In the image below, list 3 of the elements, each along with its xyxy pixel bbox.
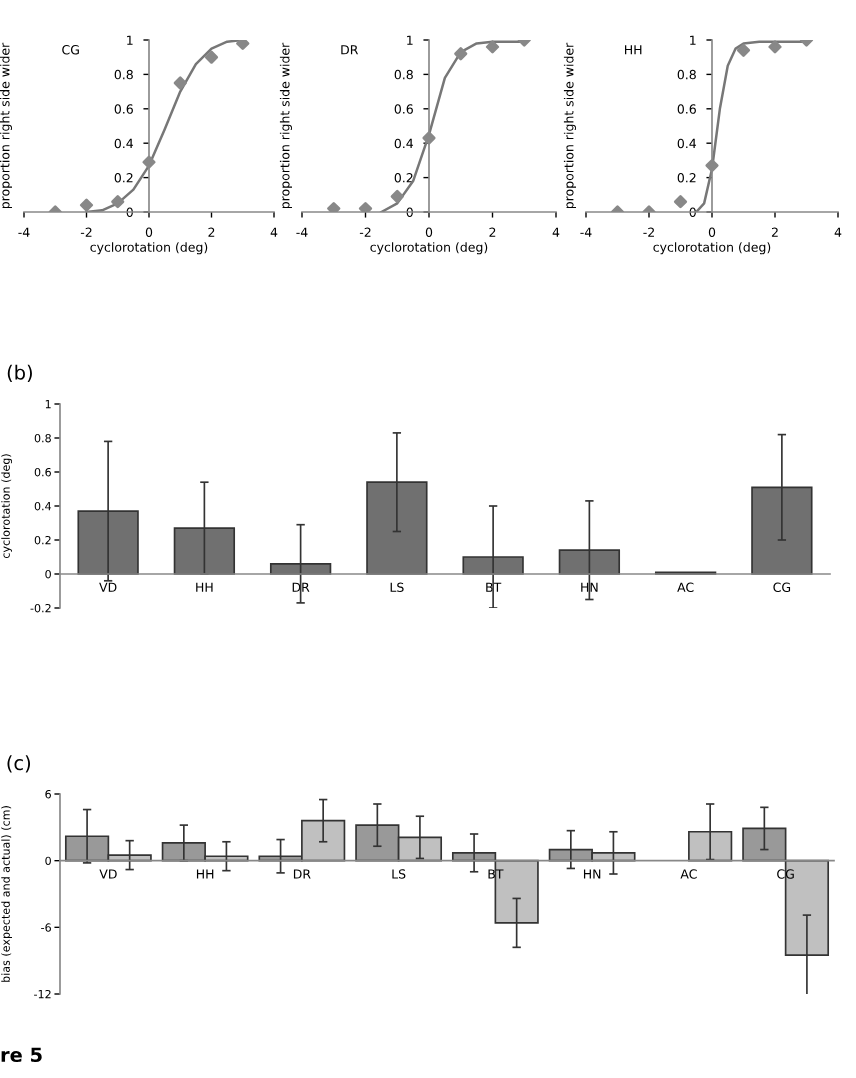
chart-title: (b) [7, 364, 32, 383]
chart-title: (c) [7, 755, 31, 773]
text: re 5 [1, 1047, 42, 1063]
